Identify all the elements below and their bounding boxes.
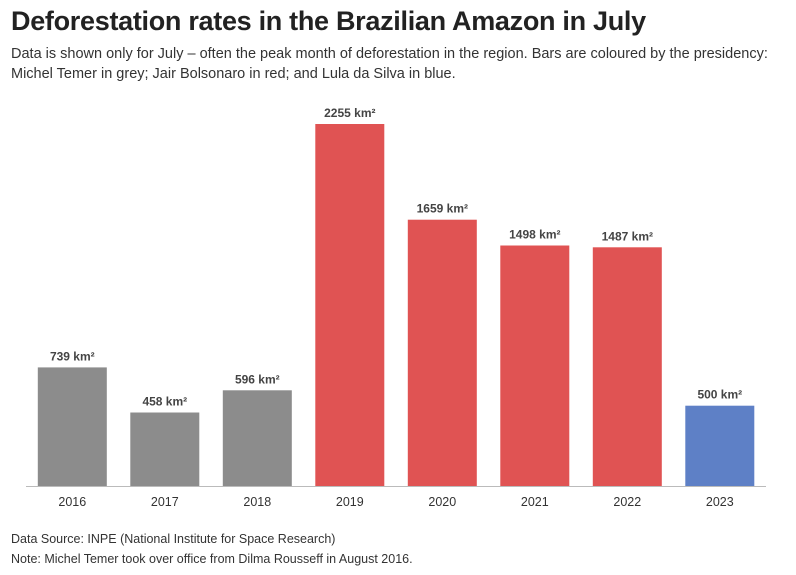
x-tick-label-2019: 2019 (336, 495, 364, 509)
bar-chart: 739 km² 458 km² 596 km² 2255 km² 1659 km² 149… (26, 106, 766, 509)
x-tick-label-2017: 2017 (151, 495, 179, 509)
data-label-2019: 2255 km² (324, 106, 375, 120)
bar-2021 (500, 245, 570, 486)
bar-2017 (130, 412, 200, 486)
data-label-2017: 458 km² (142, 395, 187, 409)
chart-title: Deforestation rates in the Brazilian Ama… (11, 6, 646, 36)
data-label-2023: 500 km² (697, 388, 742, 402)
data-label-2021: 1498 km² (509, 228, 560, 242)
data-label-2018: 596 km² (235, 372, 280, 386)
x-tick-label-2021: 2021 (521, 495, 549, 509)
data-source-note: Data Source: INPE (National Institute fo… (11, 532, 336, 546)
data-label-2020: 1659 km² (417, 202, 468, 216)
presidency-note: Note: Michel Temer took over office from… (11, 552, 413, 566)
x-tick-label-2016: 2016 (58, 495, 86, 509)
bar-2019 (315, 124, 385, 486)
bar-2018 (222, 390, 292, 486)
x-tick-label-2020: 2020 (428, 495, 456, 509)
x-tick-label-2023: 2023 (706, 495, 734, 509)
data-label-2022: 1487 km² (602, 229, 653, 243)
data-label-2016: 739 km² (50, 349, 95, 363)
bar-2016 (37, 367, 107, 486)
x-tick-label-2018: 2018 (243, 495, 271, 509)
data-labels-group: 739 km² 458 km² 596 km² 2255 km² 1659 km² 149… (50, 106, 742, 409)
bars-group (37, 124, 755, 486)
x-axis-ticks-group: 2016 2017 2018 2019 2020 2021 2022 2023 (58, 495, 733, 509)
chart-subtitle: Data is shown only for July – often the … (11, 46, 768, 82)
bar-2020 (407, 219, 477, 486)
bar-2022 (592, 247, 662, 486)
footer: Data Source: INPE (National Institute fo… (11, 529, 413, 569)
x-tick-label-2022: 2022 (613, 495, 641, 509)
bar-2023 (685, 405, 755, 486)
